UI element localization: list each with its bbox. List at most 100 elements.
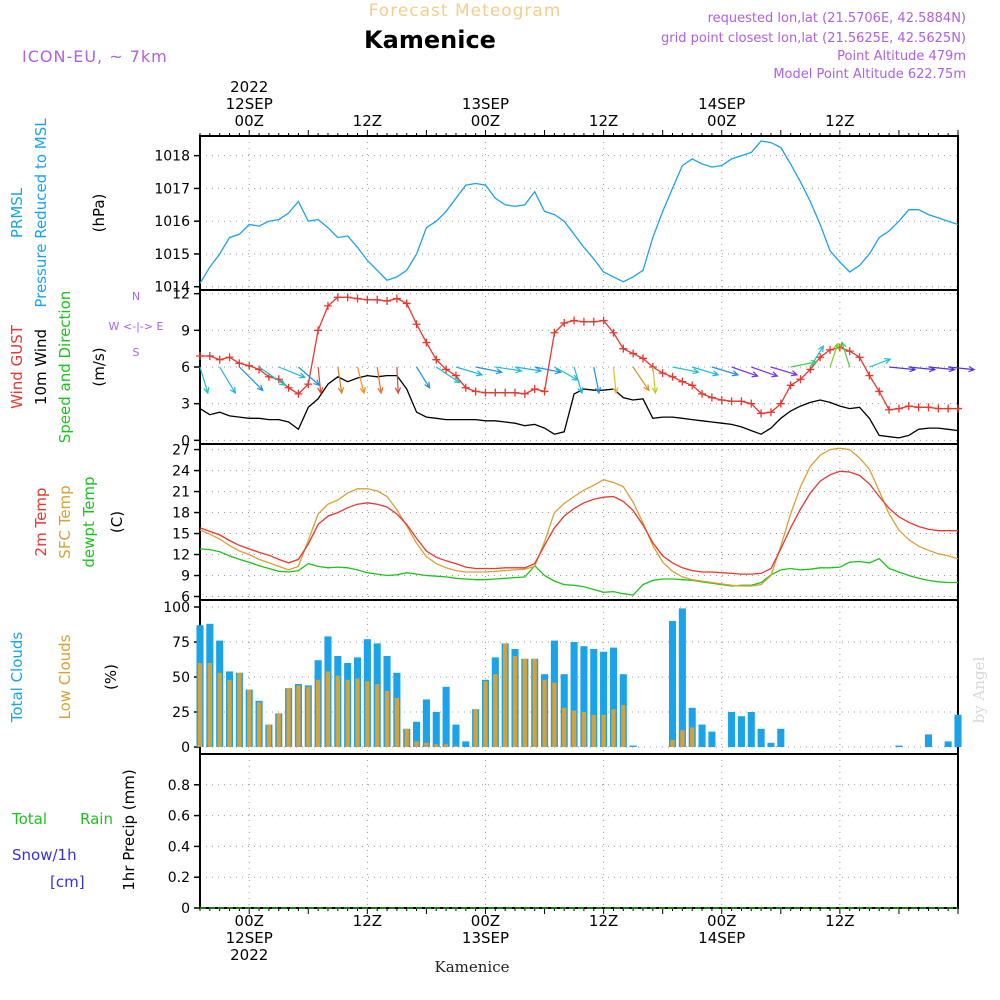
wind-direction-arrow bbox=[809, 345, 824, 368]
low-cloud-bar bbox=[237, 672, 242, 747]
wind-gust-marker bbox=[757, 409, 766, 418]
wind-gust-marker bbox=[550, 328, 559, 337]
wind-direction-arrow bbox=[770, 366, 798, 376]
wind-direction-arrow bbox=[554, 366, 579, 381]
low-cloud-bar bbox=[552, 682, 557, 747]
wind-direction-arrow bbox=[632, 366, 650, 391]
time-label-top: 2022 bbox=[230, 78, 268, 96]
wind-gust-marker bbox=[196, 352, 204, 360]
total-cloud-bar bbox=[944, 741, 952, 747]
wind-arrow-head bbox=[377, 387, 384, 395]
wind-arrow-head bbox=[298, 372, 307, 379]
low-cloud-bar bbox=[493, 674, 498, 747]
wind-direction-arrow bbox=[416, 366, 431, 389]
total-cloud-bar bbox=[422, 699, 430, 747]
y-tick-label: 27 bbox=[172, 443, 190, 459]
time-label-top: 12Z bbox=[825, 112, 854, 130]
pressure-label: PRMSL bbox=[8, 187, 26, 238]
wind-gust-marker bbox=[698, 389, 707, 398]
wind-direction-arrow bbox=[692, 366, 719, 376]
y-tick-label: 1015 bbox=[154, 247, 190, 263]
requested-coordinates: requested lon,lat (21.5706E, 42.5884N) bbox=[708, 11, 966, 26]
wind-direction-arrow bbox=[475, 366, 502, 373]
low-cloud-bar bbox=[503, 643, 508, 747]
total-cloud-bar bbox=[442, 686, 450, 747]
wind-arrow-head bbox=[424, 381, 431, 389]
wind-direction-arrow bbox=[199, 366, 209, 394]
wind-direction-arrow bbox=[928, 366, 955, 371]
precip-total-label: Total bbox=[11, 810, 47, 828]
wind-direction-arrow bbox=[435, 366, 460, 384]
low-cloud-bar bbox=[453, 745, 459, 747]
low-cloud-bar bbox=[306, 686, 311, 747]
meteogram-subtitle: Forecast Meteogram bbox=[369, 1, 562, 21]
temp-unit: (C) bbox=[108, 511, 126, 533]
wind-gust-marker bbox=[402, 299, 411, 308]
wind-arrow-head bbox=[359, 387, 366, 395]
wind-arrow-head bbox=[651, 387, 659, 395]
wind-direction-arrow bbox=[534, 366, 561, 373]
precip-unit: 1hr Precip (mm) bbox=[120, 769, 138, 890]
wind-gust-marker bbox=[885, 405, 894, 414]
total-cloud-bar bbox=[668, 621, 677, 747]
y-tick-label: 0.4 bbox=[168, 839, 190, 855]
wind-unit: (m/s) bbox=[90, 347, 108, 386]
wind-gust-marker bbox=[619, 344, 628, 353]
low-cloud-bar bbox=[325, 671, 331, 747]
low-cloud-bar bbox=[266, 724, 272, 747]
wind-direction-arrow bbox=[376, 366, 382, 394]
wind-gust-marker bbox=[245, 361, 254, 370]
wind-gust-marker bbox=[954, 404, 962, 413]
y-tick-label: 18 bbox=[172, 506, 190, 522]
wind-arrow-head bbox=[203, 386, 210, 395]
low-cloud-bar bbox=[434, 744, 439, 747]
low-cloud-bar bbox=[394, 698, 400, 747]
low-cloud-bar bbox=[316, 679, 321, 747]
wind-gust-marker bbox=[461, 383, 470, 392]
low-cloud-bar bbox=[424, 742, 429, 747]
low-cloud-bar bbox=[581, 712, 587, 747]
total-cloud-bar bbox=[413, 721, 421, 747]
total-cloud-bar bbox=[767, 742, 775, 747]
wind-10m-label: 10m Wind bbox=[32, 329, 50, 405]
wind-arrow-head bbox=[751, 371, 759, 378]
y-tick-label: 0.2 bbox=[168, 870, 190, 886]
total-cloud-bar bbox=[708, 731, 716, 747]
total-cloud-bar bbox=[452, 724, 460, 747]
wind-direction-arrow bbox=[278, 366, 305, 378]
total-cloud-bar bbox=[757, 728, 765, 747]
low-cloud-bar bbox=[601, 714, 606, 747]
model-point-altitude: Model Point Altitude 622.75m bbox=[773, 67, 966, 82]
low-cloud-bar bbox=[384, 691, 390, 747]
wind-arrow-head bbox=[229, 386, 236, 395]
wind-gust-marker bbox=[737, 397, 746, 406]
low-cloud-bar bbox=[522, 658, 527, 747]
y-tick-label: 0 bbox=[181, 433, 190, 449]
wind-gust-marker bbox=[776, 399, 785, 408]
wind-gust-marker bbox=[540, 387, 549, 396]
time-label-bottom: 12SEP bbox=[226, 929, 273, 947]
time-label-bottom: 2022 bbox=[230, 946, 268, 964]
low-clouds-label: Low Clouds bbox=[56, 634, 74, 719]
wind-gust-marker bbox=[668, 372, 677, 381]
time-label-top: 12SEP bbox=[226, 95, 273, 113]
y-tick-label: 9 bbox=[181, 569, 190, 585]
wind-gust-marker bbox=[944, 404, 953, 413]
y-tick-label: 100 bbox=[163, 600, 190, 616]
time-label-top: 13SEP bbox=[462, 95, 509, 113]
wind-gust-marker bbox=[934, 404, 943, 413]
wind-arrow-head bbox=[317, 387, 324, 395]
wind-gust-marker bbox=[343, 293, 352, 302]
wind-direction-arrow bbox=[238, 366, 264, 391]
wind-arrow-head bbox=[771, 371, 779, 378]
wind-arrow-head bbox=[790, 370, 799, 377]
low-cloud-bar bbox=[404, 728, 409, 747]
wind-direction-arrow bbox=[908, 366, 935, 371]
wind-gust-marker bbox=[511, 388, 520, 397]
total-cloud-bar bbox=[698, 724, 706, 747]
wind-gust-marker bbox=[333, 293, 342, 302]
wind-gust-marker bbox=[560, 319, 569, 327]
low-cloud-bar bbox=[473, 709, 478, 747]
total-cloud-bar bbox=[629, 745, 637, 747]
time-label-bottom: 12Z bbox=[353, 912, 382, 930]
